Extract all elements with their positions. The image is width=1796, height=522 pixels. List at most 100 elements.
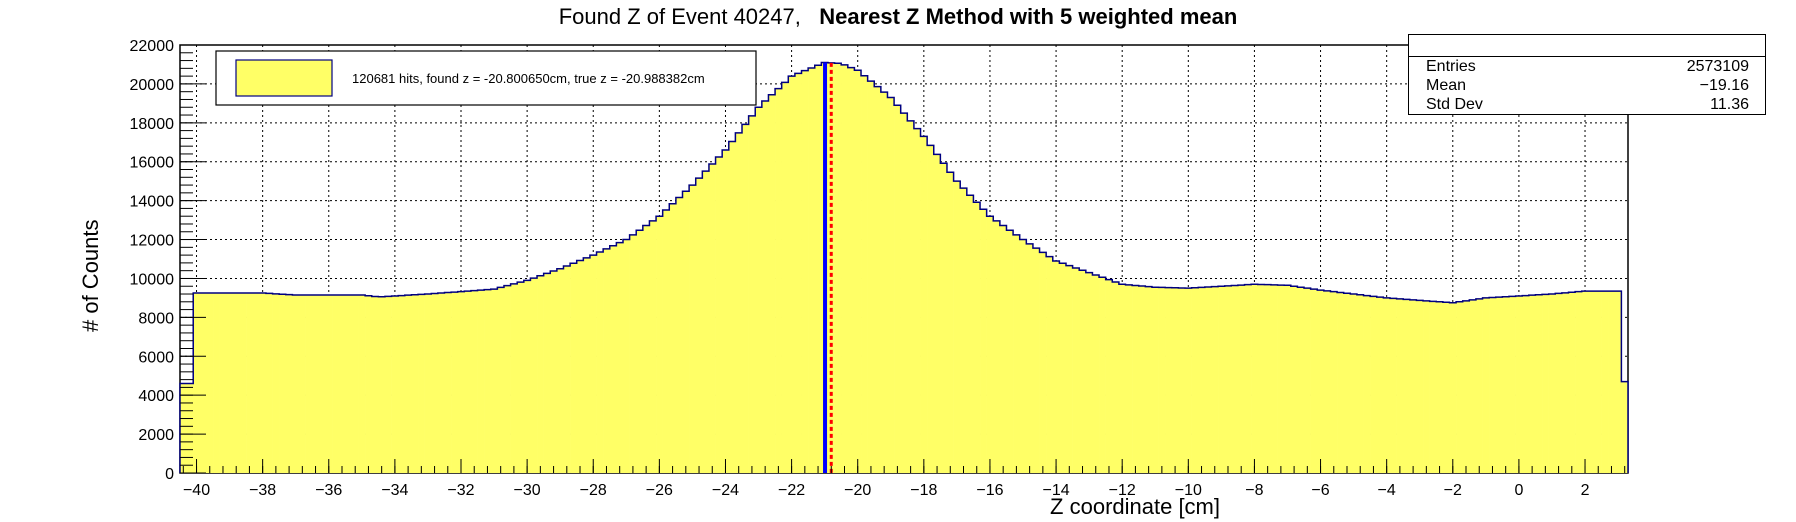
histogram-bar bbox=[1370, 296, 1378, 473]
histogram-bar bbox=[841, 64, 849, 474]
histogram-bar bbox=[411, 294, 419, 473]
y-tick-label: 18000 bbox=[130, 116, 175, 133]
histogram-bar bbox=[1026, 243, 1034, 473]
histogram-bar bbox=[1502, 296, 1510, 473]
histogram-bar bbox=[470, 290, 478, 473]
histogram-bar bbox=[834, 63, 842, 474]
histogram-bar bbox=[576, 260, 584, 473]
histogram-bar bbox=[583, 257, 591, 473]
x-tick-label: −6 bbox=[1311, 482, 1329, 499]
histogram-bar bbox=[1389, 298, 1397, 473]
x-tick-label: −12 bbox=[1109, 482, 1136, 499]
histogram-bar bbox=[1251, 284, 1259, 473]
histogram-bar bbox=[1006, 230, 1014, 473]
histogram-bar bbox=[801, 70, 809, 474]
histogram-bar bbox=[1178, 287, 1186, 473]
histogram-bar bbox=[338, 294, 346, 473]
x-tick-label: 2 bbox=[1581, 482, 1590, 499]
histogram-bar bbox=[768, 94, 776, 473]
histogram-bar bbox=[794, 73, 802, 474]
histogram-bar bbox=[616, 242, 624, 473]
histogram-bar bbox=[378, 296, 386, 473]
histogram-bar bbox=[1284, 285, 1292, 473]
x-tick-label: −2 bbox=[1444, 482, 1462, 499]
x-tick-label: −10 bbox=[1175, 482, 1202, 499]
histogram-bar bbox=[742, 124, 749, 473]
x-tick-label: −20 bbox=[844, 482, 871, 499]
histogram-bar bbox=[246, 293, 254, 473]
histogram-bar bbox=[497, 287, 505, 473]
histogram-bar bbox=[299, 294, 306, 473]
histogram-bar bbox=[867, 81, 875, 473]
histogram-bar bbox=[814, 65, 822, 473]
histogram-bar bbox=[1304, 288, 1311, 473]
x-tick-label: −34 bbox=[381, 482, 408, 499]
histogram-bar bbox=[1416, 300, 1424, 473]
legend-swatch bbox=[235, 59, 333, 97]
histogram-bar bbox=[332, 294, 339, 473]
histogram-bar bbox=[1449, 302, 1457, 473]
stats-label: Entries bbox=[1426, 58, 1476, 75]
histogram-bar bbox=[1310, 289, 1318, 473]
histogram-bar bbox=[874, 86, 882, 474]
histogram-bar bbox=[1475, 298, 1483, 473]
histogram-bar bbox=[1079, 270, 1087, 473]
histogram-bar bbox=[1555, 293, 1563, 473]
histogram-bar bbox=[318, 294, 326, 473]
histogram-bar bbox=[556, 268, 564, 473]
histogram-bar bbox=[464, 291, 472, 473]
histogram-bar bbox=[953, 181, 961, 473]
histogram-bar bbox=[933, 154, 941, 474]
histogram-bar bbox=[418, 294, 425, 473]
histogram-bar bbox=[702, 171, 710, 473]
histogram-bar bbox=[887, 97, 895, 473]
x-tick-label: −26 bbox=[646, 482, 673, 499]
histogram-bars bbox=[179, 61, 1629, 474]
histogram-bar bbox=[1376, 297, 1384, 473]
axes: −40 −38 −36 −34 −32 −30 −28 −26 −24 −22 −20 −18 −16−… bbox=[130, 38, 1626, 499]
histogram-bar bbox=[775, 88, 782, 473]
histogram-bar bbox=[437, 293, 445, 473]
histogram-bar bbox=[603, 248, 611, 473]
histogram-bar bbox=[880, 92, 888, 473]
histogram-bar bbox=[980, 209, 987, 474]
histogram-bar bbox=[1429, 301, 1437, 473]
histogram-bar bbox=[589, 255, 597, 473]
x-tick-label: 0 bbox=[1514, 482, 1523, 499]
y-tick-label: 22000 bbox=[130, 38, 175, 55]
histogram-bar bbox=[1423, 300, 1430, 473]
histogram-bar bbox=[1442, 302, 1450, 473]
histogram-bar bbox=[1601, 291, 1609, 473]
histogram-bar bbox=[219, 293, 227, 473]
histogram-bar bbox=[708, 164, 716, 473]
histogram-bar bbox=[960, 188, 968, 473]
histogram-bar bbox=[1105, 279, 1113, 473]
histogram-bar bbox=[636, 230, 644, 473]
histogram-bar bbox=[1350, 294, 1358, 473]
histogram-bar bbox=[351, 294, 359, 473]
histogram-bar bbox=[259, 293, 267, 473]
histogram-bar bbox=[1092, 274, 1100, 473]
histogram-bar bbox=[1588, 291, 1596, 473]
y-tick-label: 12000 bbox=[130, 233, 175, 250]
histogram-bar bbox=[451, 292, 458, 473]
y-tick-label: 6000 bbox=[138, 349, 174, 366]
histogram-bar bbox=[312, 294, 320, 473]
histogram-bar bbox=[735, 132, 743, 473]
histogram-bar bbox=[1363, 295, 1371, 473]
histogram-bar bbox=[1542, 294, 1549, 473]
stats-label: Std Dev bbox=[1426, 96, 1483, 113]
chart-title: Found Z of Event 40247, Nearest Z Method… bbox=[0, 4, 1796, 30]
histogram-bar bbox=[1165, 287, 1173, 473]
histogram-bar bbox=[1548, 294, 1556, 473]
stats-row-mean: Mean −19.16 bbox=[1409, 76, 1765, 95]
histogram-bar bbox=[444, 292, 452, 473]
histogram-bar bbox=[927, 145, 935, 474]
histogram-bar bbox=[1396, 298, 1404, 473]
x-tick-label: −40 bbox=[183, 482, 210, 499]
histogram-bar bbox=[384, 296, 392, 473]
histogram-bar bbox=[1270, 284, 1278, 473]
histogram-bar bbox=[689, 185, 697, 473]
histogram-bar bbox=[1403, 299, 1411, 473]
histogram-bar bbox=[1112, 281, 1120, 473]
